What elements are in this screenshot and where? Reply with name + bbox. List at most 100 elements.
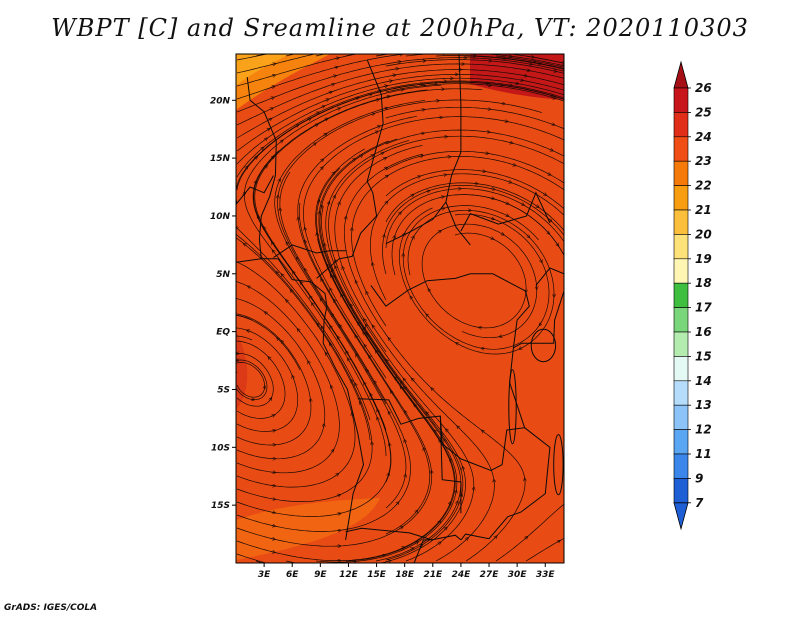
streamline-arrow <box>332 76 336 77</box>
streamline-arrow <box>271 539 274 540</box>
streamline-arrow <box>421 110 424 111</box>
streamline-arrow <box>519 80 523 81</box>
x-axis: 3E 6E 9E 12E 15E 18E 21E 24E 27E 30E 33E <box>258 563 555 580</box>
streamline-arrow <box>335 58 338 59</box>
streamline <box>253 89 428 483</box>
colorbar-label: 13 <box>695 398 712 412</box>
streamline <box>274 100 425 509</box>
streamline-arrow <box>500 233 504 235</box>
streamline <box>435 55 564 69</box>
streamline-arrow <box>264 228 266 231</box>
streamline-arrow <box>287 243 288 246</box>
border-line <box>445 54 471 246</box>
colorbar-segment <box>673 478 689 504</box>
colorbar-segment <box>673 234 689 260</box>
streamline <box>236 553 268 563</box>
streamline <box>385 169 564 210</box>
streamline-arrow <box>330 344 332 347</box>
streamline-arrow <box>523 75 526 76</box>
streamline-arrow <box>271 499 275 500</box>
colorbar-segment <box>673 404 689 430</box>
colorbar-segment <box>673 136 689 162</box>
page-title: WBPT [C] and Sreamline at 200hPa, VT: 20… <box>51 14 749 42</box>
colorbar-segment <box>673 185 689 211</box>
streamline-arrow <box>435 431 437 434</box>
streamline <box>345 54 358 57</box>
streamline-arrow <box>394 69 398 70</box>
y-tick-label: EQ <box>216 328 230 338</box>
streamline-arrow <box>269 108 273 109</box>
streamline-arrow <box>380 153 383 154</box>
colorbar-label: 26 <box>695 81 712 95</box>
streamline <box>297 115 431 535</box>
streamline-arrow <box>293 272 295 274</box>
streamline-arrow <box>280 141 282 143</box>
streamline-arrow <box>321 160 323 162</box>
streamline-arrow <box>500 336 504 337</box>
streamline-arrow <box>348 359 350 362</box>
streamline-arrow <box>377 418 378 422</box>
streamline <box>325 140 475 562</box>
border-line <box>439 416 462 514</box>
streamline-arrow <box>387 360 389 362</box>
streamline-arrow <box>376 351 378 353</box>
streamline-arrow <box>305 228 306 232</box>
streamline-arrow <box>249 287 252 288</box>
streamline <box>382 185 564 275</box>
streamline-arrow <box>482 431 484 433</box>
streamline-arrow <box>440 208 444 209</box>
streamline <box>315 148 456 562</box>
streamline <box>277 99 543 405</box>
streamline-arrow <box>305 270 307 273</box>
colorbar-label: 12 <box>695 423 712 437</box>
streamline-arrow <box>419 156 422 157</box>
streamline <box>385 150 564 184</box>
streamline-arrow <box>410 195 414 197</box>
streamline-arrow <box>373 326 375 329</box>
streamline-arrow <box>531 61 535 62</box>
streamline-arrow <box>364 383 365 386</box>
colorbar-bottom-arrow <box>673 502 689 531</box>
streamline <box>236 353 274 407</box>
map-frame <box>235 53 565 564</box>
streamline-arrow <box>331 386 332 390</box>
colorbar-segment <box>673 282 689 308</box>
streamline-arrow <box>321 106 324 107</box>
streamline-arrow <box>450 460 451 463</box>
streamline-arrow <box>367 334 369 337</box>
colorbar-label: 16 <box>695 325 712 339</box>
streamline-arrow <box>411 297 413 300</box>
streamline-arrow <box>272 157 274 159</box>
streamline <box>318 140 462 562</box>
streamline-arrow <box>501 103 504 104</box>
colorbar-label: 17 <box>695 301 712 315</box>
streamline-arrow <box>507 181 511 182</box>
streamline-arrow <box>400 547 404 548</box>
streamline-arrow <box>370 155 373 157</box>
streamline-arrow <box>272 52 275 53</box>
streamline-arrow <box>463 468 464 471</box>
streamline <box>236 359 268 400</box>
streamline-arrow <box>332 173 334 175</box>
streamline-arrow <box>293 376 294 380</box>
streamline-arrow <box>405 440 406 444</box>
x-tick-label: 30E <box>508 570 528 580</box>
y-tick-label: 5S <box>217 385 230 395</box>
streamline-arrow <box>324 425 325 428</box>
streamline-arrow <box>325 99 328 100</box>
streamline-arrow <box>549 149 553 150</box>
colorbar-label: 18 <box>695 276 712 290</box>
streamline-arrow <box>520 347 523 348</box>
colorbar-label: 25 <box>695 105 712 119</box>
streamline-arrow <box>326 353 328 356</box>
colorbar-segment <box>673 258 689 284</box>
streamline-arrow <box>356 281 357 285</box>
lake-outline <box>553 434 564 496</box>
streamline-arrow <box>328 203 329 206</box>
colorbar-segment <box>673 112 689 138</box>
streamline <box>343 153 526 562</box>
y-tick-label: 15N <box>210 154 231 164</box>
x-tick-label: 3E <box>258 570 271 580</box>
streamline <box>236 362 266 398</box>
